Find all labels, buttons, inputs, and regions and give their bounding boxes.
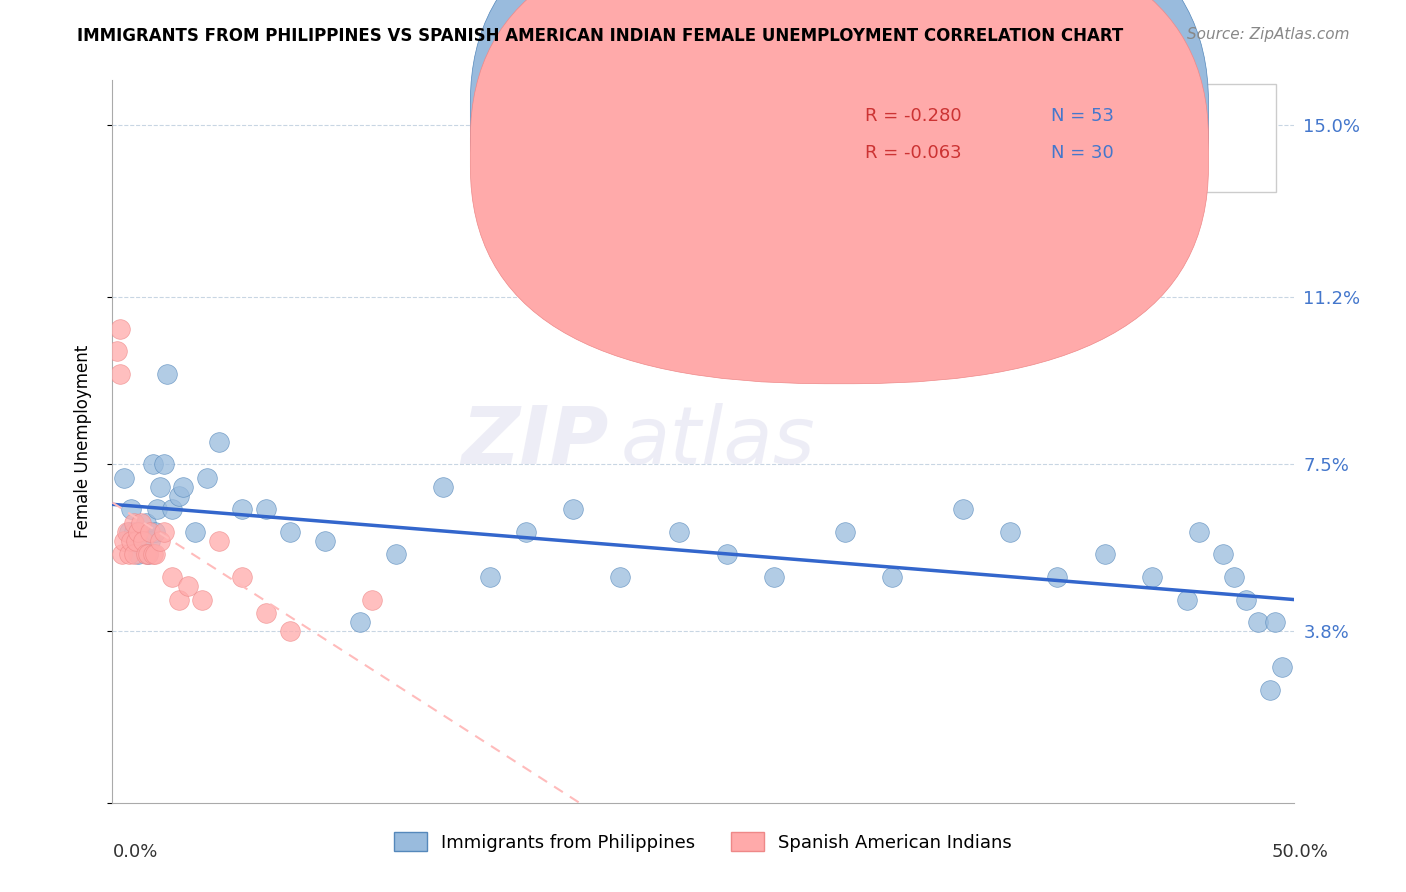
Point: [1258, 682, 1281, 697]
Text: R = -0.280: R = -0.280: [865, 107, 962, 126]
Point: [1223, 570, 1246, 584]
Point: [184, 524, 207, 539]
Point: [1271, 660, 1294, 674]
Text: N = 30: N = 30: [1052, 144, 1114, 161]
Point: [129, 516, 152, 530]
Point: [135, 548, 157, 562]
Point: [191, 592, 214, 607]
Point: [127, 548, 149, 562]
Point: [177, 579, 200, 593]
Point: [385, 548, 408, 562]
Point: [108, 367, 131, 381]
Point: [160, 570, 183, 584]
Point: [122, 524, 145, 539]
Point: [562, 502, 585, 516]
Point: [1212, 548, 1234, 562]
Point: [172, 480, 194, 494]
Point: [122, 548, 145, 562]
Point: [132, 524, 155, 539]
Point: [1140, 570, 1163, 584]
Point: [1264, 615, 1286, 630]
Point: [195, 471, 218, 485]
Text: IMMIGRANTS FROM PHILIPPINES VS SPANISH AMERICAN INDIAN FEMALE UNEMPLOYMENT CORRE: IMMIGRANTS FROM PHILIPPINES VS SPANISH A…: [77, 27, 1123, 45]
Point: [278, 624, 301, 639]
Point: [111, 548, 134, 562]
Point: [716, 548, 738, 562]
Point: [231, 502, 253, 516]
Point: [1234, 592, 1257, 607]
Point: [135, 516, 157, 530]
Point: [515, 524, 537, 539]
Point: [142, 457, 165, 471]
Point: [254, 502, 277, 516]
Point: [120, 533, 142, 548]
Point: [122, 516, 145, 530]
Text: N = 53: N = 53: [1052, 107, 1115, 126]
Y-axis label: Female Unemployment: Female Unemployment: [73, 345, 91, 538]
Point: [142, 548, 165, 562]
Point: [112, 471, 135, 485]
Text: 0.0%: 0.0%: [112, 843, 157, 861]
Point: [952, 502, 974, 516]
Point: [349, 615, 371, 630]
Point: [1175, 592, 1198, 607]
Point: [149, 480, 172, 494]
Point: [160, 502, 183, 516]
Point: [880, 570, 903, 584]
Point: [112, 533, 135, 548]
Point: [231, 570, 253, 584]
Text: atlas: atlas: [620, 402, 815, 481]
Point: [1046, 570, 1069, 584]
Point: [1094, 548, 1116, 562]
Point: [153, 457, 176, 471]
Point: [125, 533, 148, 548]
Point: [129, 538, 152, 552]
Point: [208, 533, 231, 548]
Point: [167, 489, 190, 503]
Point: [132, 533, 155, 548]
Legend: R = -0.280    N = 53, R = -0.063    N = 30: R = -0.280 N = 53, R = -0.063 N = 30: [936, 96, 1189, 173]
Point: [105, 344, 128, 359]
Point: [139, 533, 162, 548]
Point: [146, 502, 169, 516]
Point: [479, 570, 502, 584]
Point: [998, 524, 1021, 539]
Point: [115, 524, 138, 539]
Text: ZIP: ZIP: [461, 402, 609, 481]
Point: [314, 533, 336, 548]
FancyBboxPatch shape: [471, 0, 1209, 348]
Point: [120, 502, 142, 516]
Point: [136, 548, 159, 562]
Point: [167, 592, 190, 607]
Point: [361, 592, 384, 607]
Point: [143, 524, 166, 539]
Point: [118, 524, 141, 539]
Point: [254, 606, 277, 620]
Point: [762, 570, 785, 584]
Point: [153, 524, 176, 539]
Point: [118, 548, 141, 562]
Point: [149, 533, 172, 548]
Point: [668, 524, 690, 539]
Point: [609, 570, 631, 584]
Point: [136, 548, 159, 562]
FancyBboxPatch shape: [471, 0, 1209, 384]
Text: R = -0.063: R = -0.063: [865, 144, 962, 161]
Point: [127, 524, 149, 539]
Point: [139, 524, 162, 539]
Point: [143, 548, 166, 562]
Text: Source: ZipAtlas.com: Source: ZipAtlas.com: [1187, 27, 1350, 42]
Point: [432, 480, 454, 494]
FancyBboxPatch shape: [803, 84, 1275, 193]
Point: [125, 533, 148, 548]
Text: 50.0%: 50.0%: [1272, 843, 1329, 861]
Point: [156, 367, 179, 381]
Point: [108, 321, 131, 335]
Point: [278, 524, 301, 539]
Point: [208, 434, 231, 449]
Point: [1247, 615, 1270, 630]
Point: [1188, 524, 1211, 539]
Point: [834, 524, 856, 539]
